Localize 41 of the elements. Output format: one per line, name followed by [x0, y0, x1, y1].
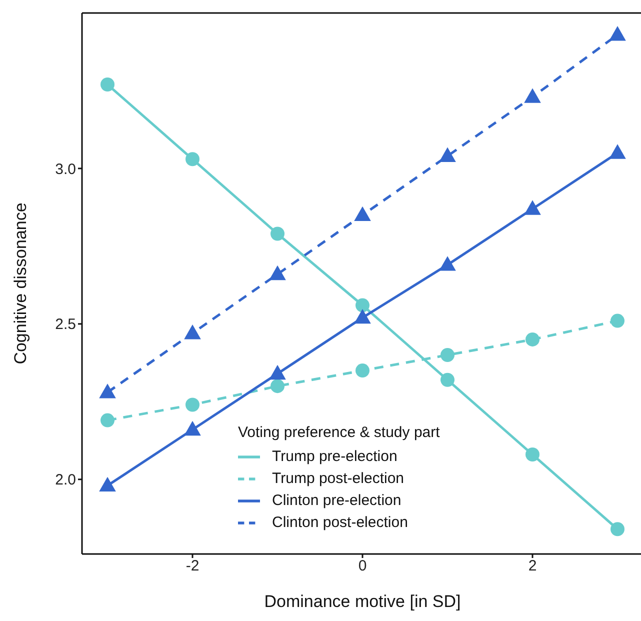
y-tick-label: 2.5: [55, 316, 76, 334]
y-tick-label: 2.0: [55, 472, 76, 489]
point: [186, 152, 200, 166]
point: [526, 448, 540, 462]
point: [99, 476, 116, 492]
point: [440, 348, 454, 362]
point: [524, 200, 541, 215]
point: [439, 147, 456, 162]
point: [526, 332, 540, 346]
point: [354, 308, 371, 324]
point: [610, 522, 624, 536]
point: [184, 324, 201, 340]
x-axis-title: Dominance motive [in SD]: [264, 592, 461, 611]
y-axis-title: Cognitive dissonance: [11, 202, 30, 364]
point: [609, 144, 626, 159]
legend-label: Clinton post-election: [272, 514, 408, 532]
point: [356, 298, 370, 312]
legend-label: Trump post-election: [272, 470, 404, 488]
point: [269, 265, 286, 280]
point: [609, 26, 626, 41]
y-tick-label: 3.0: [55, 160, 76, 178]
legend-title: Voting preference & study part: [238, 424, 440, 441]
point: [270, 226, 284, 241]
point: [610, 314, 624, 328]
point: [100, 78, 114, 92]
point: [354, 206, 371, 222]
legend-label: Clinton pre-election: [272, 492, 402, 510]
x-tick-label: 0: [358, 558, 367, 575]
point: [524, 88, 541, 103]
x-tick-label: -2: [186, 558, 200, 575]
point: [356, 364, 370, 378]
point: [184, 420, 201, 436]
legend-label: Trump pre-election: [272, 448, 398, 465]
point: [100, 413, 114, 428]
x-tick-label: 2: [528, 558, 537, 575]
point: [270, 379, 284, 394]
point: [439, 256, 456, 271]
point: [99, 384, 116, 398]
point: [440, 372, 454, 387]
point: [186, 398, 200, 412]
point: [269, 364, 286, 380]
